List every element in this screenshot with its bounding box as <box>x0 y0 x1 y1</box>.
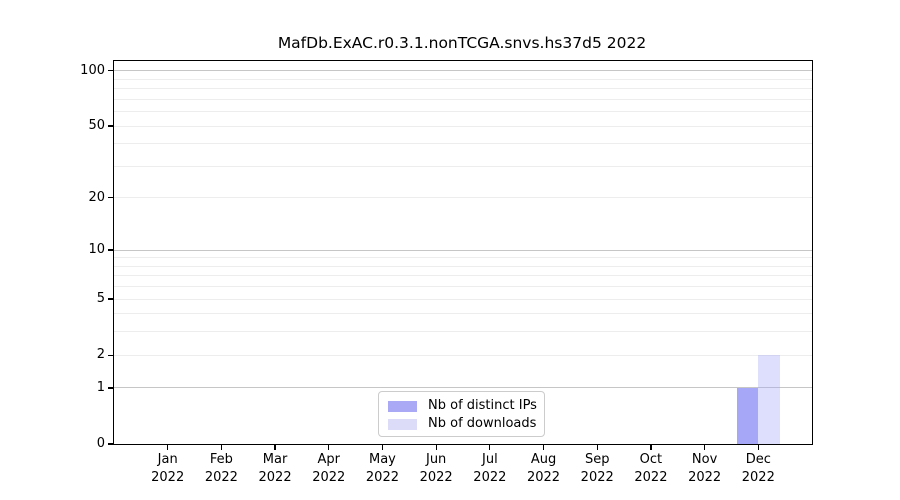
y-tick-label: 100 <box>80 62 105 78</box>
minor-gridline <box>114 111 812 113</box>
y-tick-mark <box>108 387 113 389</box>
y-tick-mark <box>108 354 113 356</box>
minor-gridline <box>114 354 812 356</box>
y-tick-label: 10 <box>88 242 105 258</box>
minor-gridline <box>114 313 812 315</box>
minor-gridline <box>114 197 812 199</box>
major-gridline <box>114 70 812 72</box>
y-tick-label: 1 <box>96 379 105 395</box>
y-tick-label: 20 <box>88 189 105 205</box>
x-tick-label: Mar 2022 <box>258 452 292 485</box>
x-tick-label: Aug 2022 <box>526 452 561 485</box>
minor-gridline <box>114 286 812 288</box>
minor-gridline <box>114 331 812 333</box>
x-tick-label: Feb 2022 <box>204 452 238 485</box>
x-tick-label: Oct 2022 <box>634 452 668 485</box>
minor-gridline <box>114 78 812 80</box>
y-tick-label: 0 <box>96 436 105 451</box>
minor-gridline <box>114 298 812 300</box>
minor-gridline <box>114 275 812 277</box>
x-tick-mark <box>596 445 598 450</box>
x-tick-mark <box>381 445 384 450</box>
bar-distinct-ips <box>736 387 759 444</box>
x-tick-mark <box>757 445 759 450</box>
major-gridline <box>114 249 812 251</box>
x-tick-mark <box>542 445 545 450</box>
y-tick-label: 5 <box>96 291 105 307</box>
minor-gridline <box>114 88 812 90</box>
x-tick-mark <box>489 445 491 450</box>
y-tick-mark <box>108 70 113 72</box>
legend-swatch-distinct-ips <box>388 400 417 412</box>
y-tick-mark <box>108 298 113 300</box>
y-tick-mark <box>108 125 113 127</box>
y-tick-label: 2 <box>96 347 105 363</box>
legend-row-downloads: Nb of downloads <box>388 415 537 433</box>
legend-label-distinct-ips: Nb of distinct IPs <box>428 398 537 413</box>
plot-area: 0 1 2 5 10 20 50 100 Jan 2022 Feb 2022 Mar 2022 Apr… <box>80 60 813 485</box>
x-tick-mark <box>220 445 223 450</box>
bar-downloads <box>758 355 780 444</box>
legend-label-downloads: Nb of downloads <box>428 416 537 431</box>
x-tick-mark <box>328 445 330 450</box>
minor-gridline <box>114 257 812 259</box>
y-tick-mark <box>108 249 113 251</box>
x-tick-label: Apr 2022 <box>312 452 346 485</box>
y-tick-label: 50 <box>88 118 105 134</box>
minor-gridline <box>114 125 812 127</box>
x-tick-label: Jan 2022 <box>151 452 185 485</box>
major-gridline <box>114 387 812 389</box>
legend-row-distinct-ips: Nb of distinct IPs <box>388 397 537 415</box>
chart-title: MafDb.ExAC.r0.3.1.nonTCGA.snvs.hs37d5 20… <box>277 34 647 52</box>
x-tick-mark <box>650 445 652 450</box>
x-tick-mark <box>274 445 276 450</box>
x-tick-label: Jul 2022 <box>473 452 507 485</box>
minor-gridline <box>114 165 812 167</box>
x-tick-label: Jun 2022 <box>419 452 453 485</box>
minor-gridline <box>114 98 812 100</box>
x-tick-label: Nov 2022 <box>688 452 722 485</box>
x-tick-mark <box>435 445 437 450</box>
x-tick-label: Dec 2022 <box>741 452 775 485</box>
minor-gridline <box>114 143 812 145</box>
x-tick-label: Sep 2022 <box>580 452 614 485</box>
x-tick-mark <box>167 445 169 450</box>
x-tick-label: May 2022 <box>365 452 399 485</box>
y-tick-mark <box>108 443 113 445</box>
legend-swatch-downloads <box>388 418 417 430</box>
legend: Nb of distinct IPs Nb of downloads <box>378 391 545 437</box>
y-tick-mark <box>108 197 113 199</box>
x-tick-mark <box>703 445 706 450</box>
minor-gridline <box>114 265 812 267</box>
